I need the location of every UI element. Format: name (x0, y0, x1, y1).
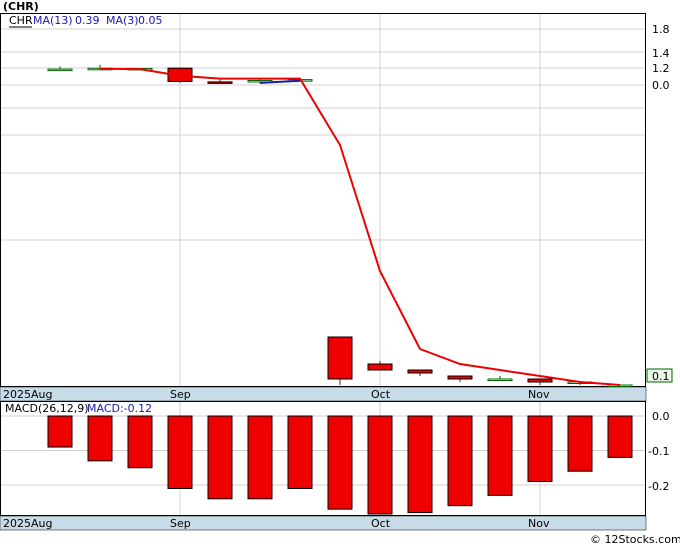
price-panel-frame (0, 13, 646, 387)
chart-title: (CHR) (3, 0, 39, 13)
macd-y-tick-label: -0.2 (648, 480, 669, 493)
macd-bars (47, 415, 633, 515)
candle-body (527, 378, 553, 383)
ma3-line (259, 79, 301, 84)
legend-ma13-label: MA(13) (33, 14, 73, 27)
x-label-aug: 2025Aug (3, 388, 52, 401)
macd-y-tick-label: -0.1 (648, 445, 669, 458)
macd-bar (47, 415, 73, 448)
macd-bar (487, 415, 513, 496)
candle-body (407, 369, 433, 374)
macd-bar (567, 415, 593, 472)
x-label-oct: Oct (371, 388, 391, 401)
macd-bar (407, 415, 433, 514)
last-price-tag-box (646, 368, 673, 383)
macd-bar (607, 415, 633, 458)
watermark: © 12Stocks.com (590, 533, 680, 546)
date-axis-band-lower (0, 515, 647, 531)
candle-body (207, 81, 233, 84)
x-label-nov: Nov (528, 388, 550, 401)
x-label-oct-lower: Oct (371, 517, 391, 530)
price-y-tick-label: 1.8 (652, 23, 670, 36)
x-label-nov-lower: Nov (528, 517, 550, 530)
macd-bar (287, 415, 313, 489)
macd-bar (207, 415, 233, 500)
macd-bar (367, 415, 393, 515)
price-gridlines (1, 14, 645, 386)
x-label-sep-lower: Sep (170, 517, 191, 530)
moving-average-lines (99, 67, 621, 386)
price-y-tick-label: 0.0 (652, 79, 670, 92)
macd-bar (327, 415, 353, 510)
macd-bar (447, 415, 473, 507)
legend-ma3-value: 0.05 (138, 14, 163, 27)
x-label-sep: Sep (170, 388, 191, 401)
candle-body (327, 336, 353, 380)
macd-bar (527, 415, 553, 483)
candle-body (47, 68, 73, 72)
macd-legend-name: MACD(26,12,9) (5, 402, 89, 415)
candle-body (487, 378, 513, 381)
macd-bar (167, 415, 193, 489)
macd-bar (87, 415, 113, 462)
candle-body (447, 375, 473, 380)
price-y-tick-label: 1.2 (652, 62, 670, 75)
price-y-tick-label: 1.4 (652, 47, 670, 60)
legend-ma13-value: 0.39 (75, 14, 100, 27)
macd-bar (127, 415, 153, 469)
macd-legend-value: MACD:-0.12 (87, 402, 152, 415)
date-axis-band-upper (0, 386, 647, 402)
legend-symbol: CHR (9, 14, 33, 27)
x-label-aug-lower: 2025Aug (3, 517, 52, 530)
ma13-line (99, 67, 621, 386)
macd-y-tick-label: 0.0 (652, 410, 670, 423)
last-price-tag: 0.1 (652, 370, 670, 383)
candle-body (367, 363, 393, 371)
macd-bar (247, 415, 273, 500)
legend-ma3-label: MA(3) (106, 14, 139, 27)
